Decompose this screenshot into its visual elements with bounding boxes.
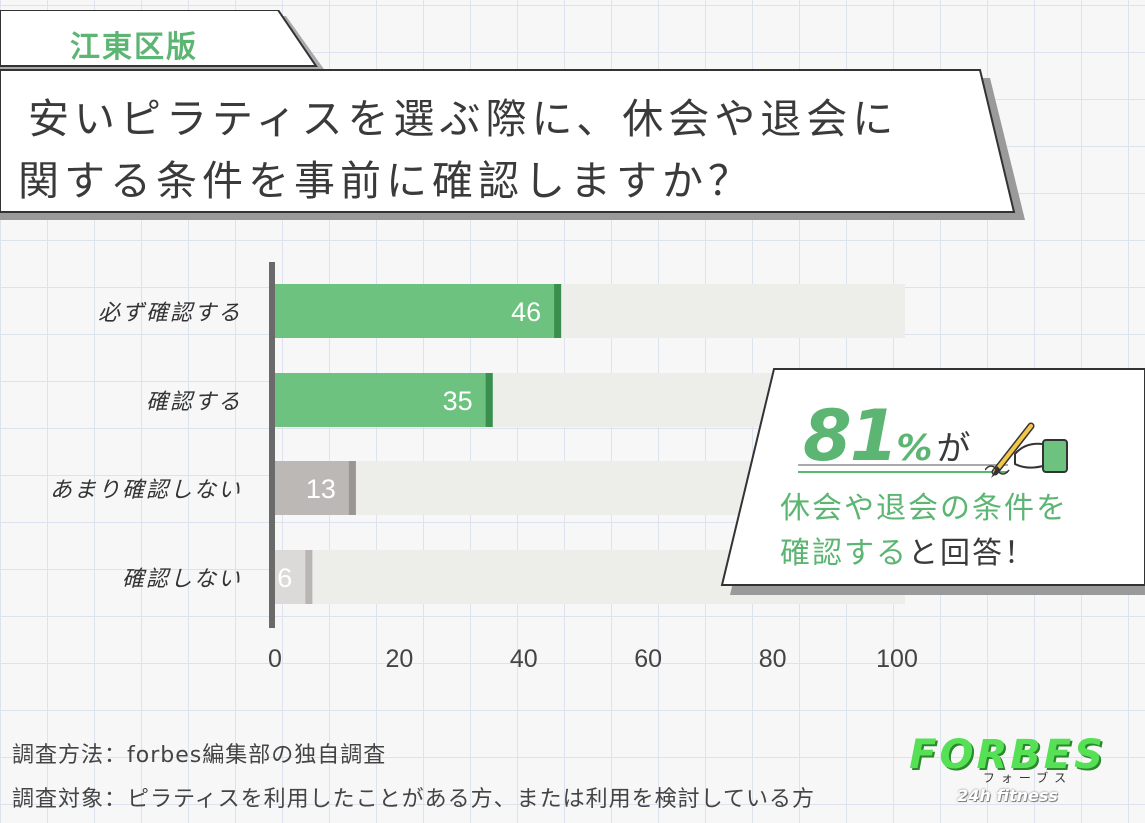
- bar-edge: [348, 461, 356, 515]
- data-label: 35: [443, 386, 473, 416]
- region-tag-label: 江東区版: [70, 30, 198, 65]
- page-title: 安いピラティスを選ぶ際に、休会や退会に 関する条件を事前に確認しますか？: [18, 88, 998, 212]
- category-label: 確認しない: [122, 567, 242, 592]
- forbes-logo: FORBES フォーブス 24h fitness: [900, 735, 1115, 805]
- y-axis-line: [269, 262, 275, 628]
- x-tick-label: 40: [510, 645, 538, 673]
- callout-line-2: 確認すると回答！: [780, 528, 1036, 572]
- callout-shape: [720, 368, 1145, 595]
- callout-box: 81% が 休会や退会の条件を 確認すると回答！: [718, 365, 1145, 595]
- logo-sub: 24h fitness: [957, 786, 1058, 805]
- x-tick-label: 100: [876, 645, 918, 673]
- callout-particle: が: [936, 429, 971, 469]
- callout-percent-number: 81: [803, 395, 898, 477]
- callout-line-2-green: 確認する: [780, 536, 908, 571]
- x-tick-label: 60: [634, 645, 662, 673]
- bar: [275, 461, 356, 515]
- x-tick-label: 0: [268, 645, 282, 673]
- title-line-1: 安いピラティスを選ぶ際に、休会や退会に: [28, 95, 899, 143]
- footnote-method: 調査方法：forbes編集部の独自調査: [12, 743, 387, 768]
- category-label: 確認する: [146, 390, 242, 415]
- pencil-hand-icon: [985, 422, 1068, 478]
- data-label: 46: [511, 297, 541, 327]
- data-label: 6: [277, 563, 292, 593]
- logo-kana: フォーブス: [982, 771, 1073, 785]
- region-tag-shape: [0, 10, 326, 72]
- bar-edge: [554, 284, 562, 338]
- callout-percent: 81% が: [803, 395, 971, 477]
- callout-line-2-rest: と回答！: [908, 536, 1036, 571]
- title-box-shape: [0, 69, 1025, 220]
- data-label: 13: [306, 474, 336, 504]
- bar: [275, 373, 493, 427]
- callout-line-1: 休会や退会の条件を: [780, 491, 1068, 526]
- category-label: あまり確認しない: [50, 478, 242, 503]
- title-box: 安いピラティスを選ぶ際に、休会や退会に 関する条件を事前に確認しますか？: [0, 68, 1030, 224]
- region-tag: 江東区版: [0, 10, 330, 72]
- callout-percent-unit: %: [896, 428, 933, 469]
- bar-edge: [485, 373, 493, 427]
- title-line-2: 関する条件を事前に確認しますか？: [18, 157, 754, 205]
- category-label: 必ず確認する: [98, 301, 242, 326]
- bar: [275, 284, 562, 338]
- x-tick-label: 80: [759, 645, 787, 673]
- bar-edge: [305, 550, 313, 604]
- footnote-target: 調査対象：ピラティスを利用したことがある方、または利用を検討している方: [12, 787, 816, 812]
- x-tick-label: 20: [385, 645, 413, 673]
- logo-main: FORBES: [909, 732, 1106, 778]
